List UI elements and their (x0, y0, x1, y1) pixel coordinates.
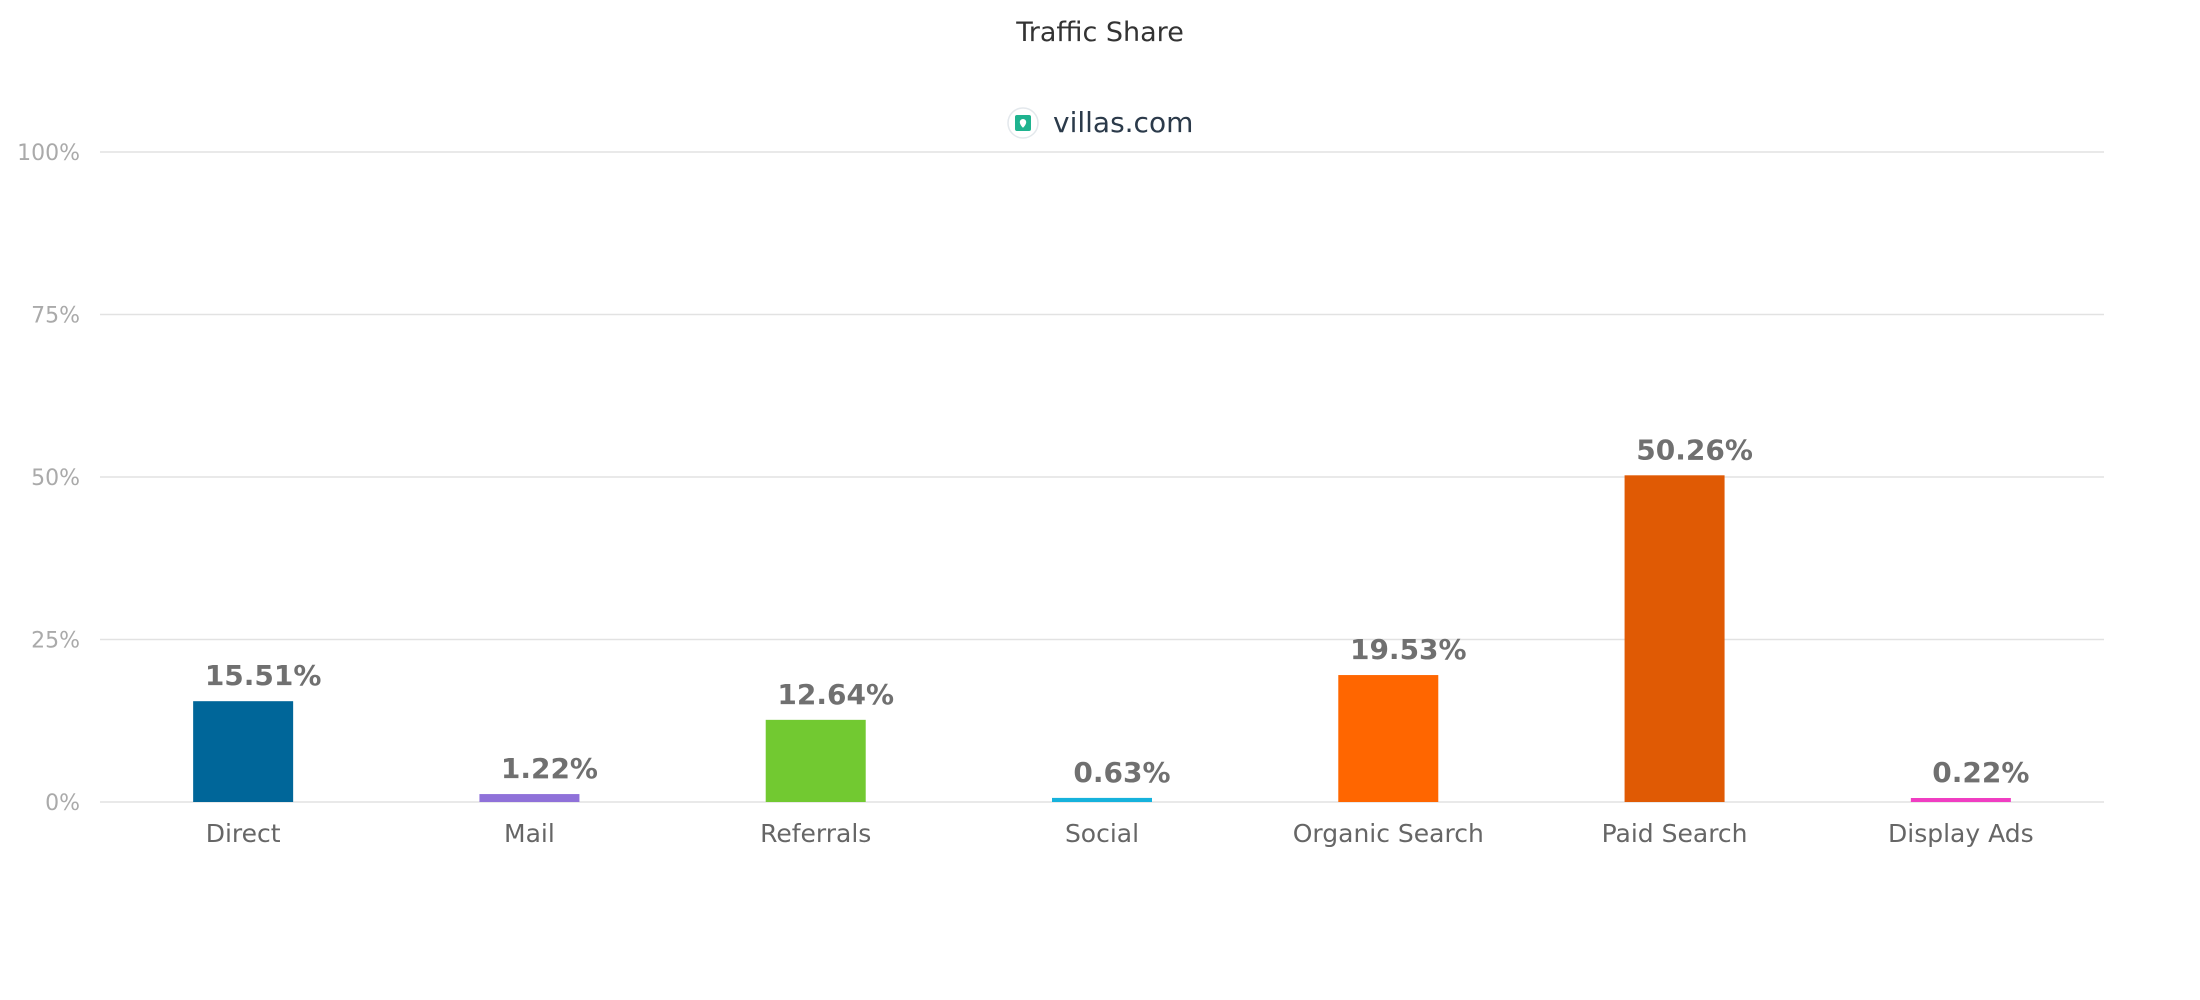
x-tick-label-organic-search: Organic Search (1293, 819, 1484, 848)
bar-social[interactable] (1052, 797, 1152, 802)
bar-paid-search[interactable] (1624, 475, 1725, 802)
data-labels: 15.51% 1.22% 12.64% 0.63% 19.53% 50.26% 0.22% (205, 433, 2030, 789)
data-label-organic-search: 19.53% (1350, 633, 1467, 666)
data-label-social: 0.63% (1073, 756, 1170, 789)
bar-display-ads[interactable] (1910, 798, 2011, 802)
x-tick-label-referrals: Referrals (760, 819, 871, 848)
data-label-display-ads: 0.22% (1932, 756, 2029, 789)
x-tick-label-social: Social (1065, 819, 1139, 848)
bars (193, 475, 2011, 802)
y-axis-ticks: 0% 25% 50% 75% 100% (17, 141, 80, 816)
y-tick-label: 50% (31, 466, 80, 491)
y-tick-label: 100% (17, 141, 80, 166)
bar-mail[interactable] (479, 794, 580, 802)
data-label-mail: 1.22% (501, 752, 598, 785)
y-tick-label: 25% (31, 629, 80, 654)
x-tick-label-direct: Direct (206, 819, 281, 848)
x-tick-label-mail: Mail (504, 819, 555, 848)
bar-direct[interactable] (193, 701, 294, 802)
bar-referrals[interactable] (765, 719, 866, 802)
y-tick-label: 75% (31, 304, 80, 329)
data-label-direct: 15.51% (205, 659, 322, 692)
gridlines (100, 151, 2104, 803)
legend-label-villas: villas.com (1053, 106, 1193, 139)
x-axis-ticks: Direct Mail Referrals Social Organic Search P… (206, 819, 2034, 848)
data-label-paid-search: 50.26% (1636, 433, 1753, 466)
data-label-referrals: 12.64% (777, 678, 894, 711)
villas-favicon-icon (1007, 107, 1039, 139)
chart-title: Traffic Share (1015, 17, 1184, 48)
x-tick-label-paid-search: Paid Search (1602, 819, 1748, 848)
bar-organic-search[interactable] (1338, 675, 1439, 802)
y-tick-label: 0% (45, 791, 80, 816)
legend[interactable]: villas.com (1007, 106, 1193, 139)
x-tick-label-display-ads: Display Ads (1888, 819, 2034, 848)
